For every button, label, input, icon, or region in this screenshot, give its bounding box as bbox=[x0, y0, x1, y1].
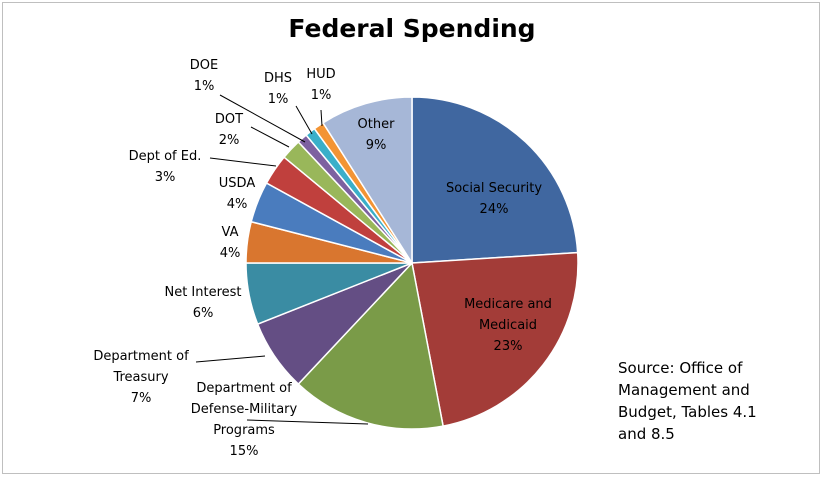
data-label-hud: HUD 1% bbox=[306, 67, 335, 103]
data-label-va: VA 4% bbox=[220, 225, 241, 261]
leader-line-dept-of-ed bbox=[209, 157, 277, 167]
data-label-net-interest: Net Interest 6% bbox=[164, 285, 241, 321]
data-label-dept-of-ed: Dept of Ed. 3% bbox=[129, 149, 202, 185]
leader-line-department-of-treasury bbox=[195, 355, 266, 363]
data-label-line: 7% bbox=[131, 391, 152, 406]
source-line: Management and bbox=[618, 381, 750, 399]
data-label-line: Department of bbox=[93, 349, 189, 364]
data-label-line: DOE bbox=[190, 58, 218, 73]
leader-line-dhs bbox=[295, 105, 313, 135]
data-label-line: 2% bbox=[219, 133, 240, 148]
data-label-line: Defense-Military bbox=[191, 402, 298, 417]
data-label-line: Programs bbox=[213, 423, 275, 438]
data-label-dhs: DHS 1% bbox=[264, 71, 292, 107]
data-label-line: VA bbox=[222, 225, 239, 240]
data-label-line: 3% bbox=[155, 170, 176, 185]
pie-slice-other bbox=[322, 96, 413, 266]
data-label-line: DOT bbox=[215, 112, 243, 127]
data-label-medicare-and-medicaid: Medicare and Medicaid 23% bbox=[464, 297, 552, 354]
data-label-line: 1% bbox=[194, 79, 215, 94]
data-label-line: HUD bbox=[306, 67, 335, 82]
data-label-department-of-defense-military-programs: Department of Defense-Military Programs 15% bbox=[191, 381, 298, 459]
data-label-line: Department of bbox=[196, 381, 292, 396]
data-label-department-of-treasury: Department of Treasury 7% bbox=[93, 349, 189, 406]
pie-slice-department-of-defense-military-programs bbox=[297, 261, 444, 430]
data-label-line: 1% bbox=[311, 88, 332, 103]
data-label-line: Treasury bbox=[112, 370, 168, 385]
data-label-line: USDA bbox=[219, 176, 256, 191]
pie-slice-medicare-and-medicaid bbox=[411, 251, 579, 427]
source-line: Budget, Tables 4.1 bbox=[618, 403, 757, 421]
data-label-doe: DOE 1% bbox=[190, 58, 218, 94]
data-label-line: 1% bbox=[268, 92, 289, 107]
data-label-usda: USDA 4% bbox=[219, 176, 256, 212]
data-label-other: Other 9% bbox=[358, 117, 396, 153]
data-label-line: Net Interest bbox=[164, 285, 241, 300]
data-label-line: 9% bbox=[366, 138, 387, 153]
data-label-line: Social Security bbox=[446, 181, 542, 196]
data-label-line: Medicare and bbox=[464, 297, 552, 312]
leader-line-doe bbox=[219, 94, 306, 143]
data-label-line: 24% bbox=[480, 202, 509, 217]
source-line: Source: Office of bbox=[618, 359, 743, 377]
source-line: and 8.5 bbox=[618, 425, 675, 443]
data-label-social-security: Social Security 24% bbox=[446, 181, 542, 217]
pie-slice-social-security bbox=[411, 96, 579, 264]
data-label-line: 15% bbox=[230, 444, 259, 459]
data-label-line: Dept of Ed. bbox=[129, 149, 202, 164]
data-label-line: DHS bbox=[264, 71, 292, 86]
leader-line-hud bbox=[320, 109, 323, 127]
chart-title: Federal Spending bbox=[288, 14, 536, 43]
leader-line-dot bbox=[250, 126, 290, 148]
leader-line-department-of-defense-military-programs bbox=[246, 419, 369, 425]
data-label-line: 6% bbox=[193, 306, 214, 321]
source-note: Source: Office of Management and Budget,… bbox=[618, 357, 818, 445]
data-label-line: 4% bbox=[220, 246, 241, 261]
data-label-line: Medicaid bbox=[479, 318, 537, 333]
data-label-line: Other bbox=[358, 117, 396, 132]
data-label-line: 23% bbox=[494, 339, 523, 354]
data-label-line: 4% bbox=[227, 197, 248, 212]
data-label-dot: DOT 2% bbox=[215, 112, 243, 148]
